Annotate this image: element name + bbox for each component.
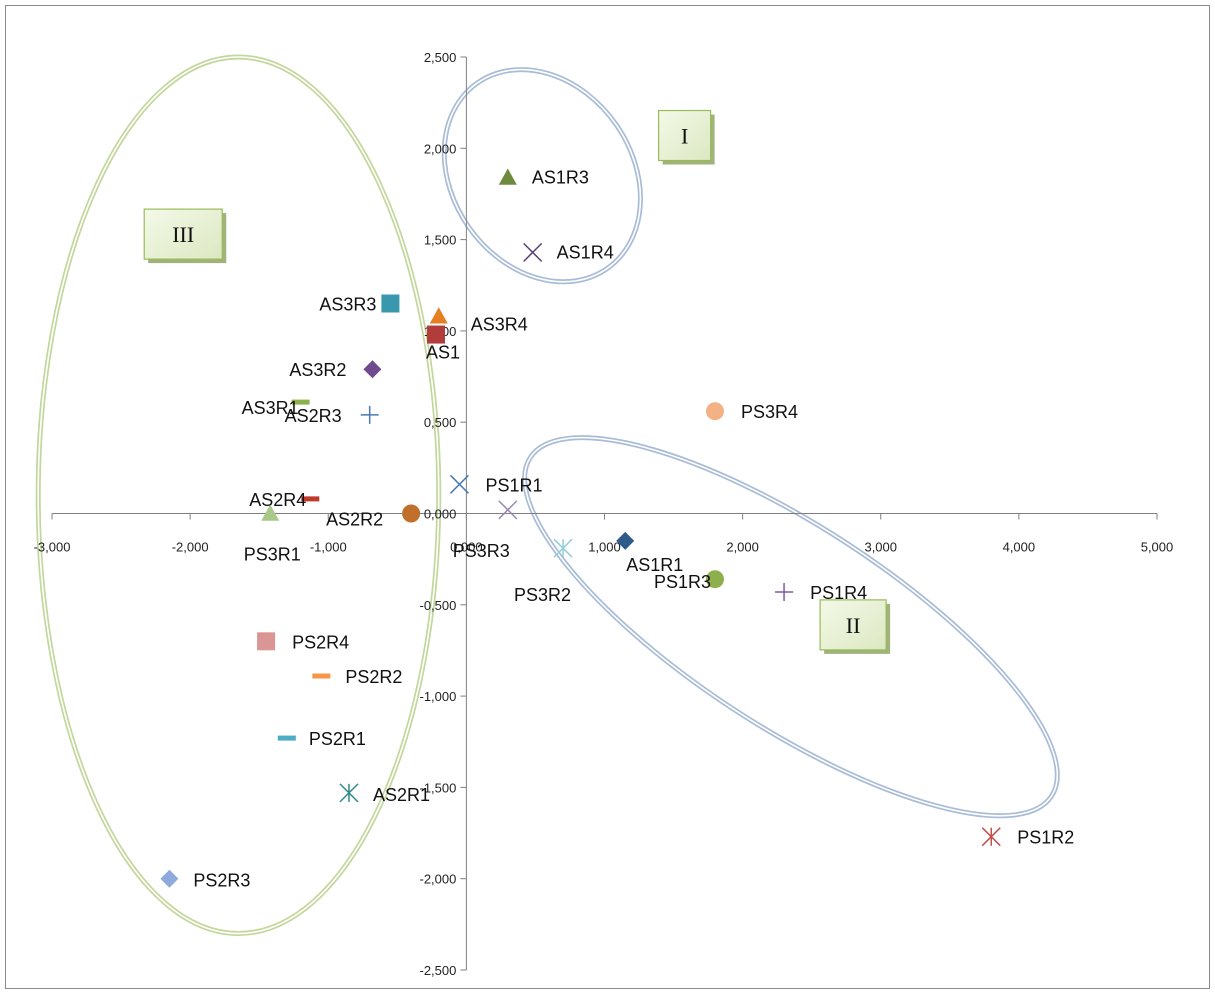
cluster-ellipse-III bbox=[35, 54, 442, 936]
x-tick-label: 4,000 bbox=[1003, 540, 1036, 555]
y-tick-label: -2,000 bbox=[420, 872, 457, 887]
x-tick-label: 5,000 bbox=[1141, 540, 1174, 555]
point-ps1r3 bbox=[706, 570, 724, 589]
point-label-as2r3: AS2R3 bbox=[285, 406, 342, 426]
point-label-as2r2: AS2R2 bbox=[326, 510, 383, 530]
point-as1r3 bbox=[498, 168, 517, 185]
point-ps3r2 bbox=[553, 538, 573, 558]
region-label-II: II bbox=[819, 599, 891, 654]
y-tick-label: 2,500 bbox=[424, 50, 457, 65]
cluster-ellipse-inner bbox=[523, 436, 1059, 817]
point-label-ps3r4: PS3R4 bbox=[741, 402, 798, 422]
point-label-ps2r2: PS2R2 bbox=[345, 667, 402, 687]
region-label-text: I bbox=[681, 124, 688, 149]
point-label-ps1r2: PS1R2 bbox=[1017, 828, 1074, 848]
point-ps2r1 bbox=[277, 735, 296, 741]
x-tick-label: -2,000 bbox=[172, 540, 209, 555]
cluster-ellipse-inner bbox=[37, 56, 440, 935]
point-ps1r2 bbox=[981, 827, 1001, 847]
point-ps2r4 bbox=[257, 632, 276, 651]
x-tick-label: -1,000 bbox=[310, 540, 347, 555]
point-ps1r1 bbox=[449, 474, 469, 494]
point-as2r4 bbox=[301, 496, 320, 502]
y-tick-label: 2,000 bbox=[424, 141, 457, 156]
x-tick-label: 0,000 bbox=[450, 540, 483, 555]
point-as3r3 bbox=[381, 294, 400, 313]
point-as1 bbox=[426, 325, 445, 344]
point-label-ps3r2: PS3R2 bbox=[514, 585, 571, 605]
x-tick-label: 2,000 bbox=[726, 540, 759, 555]
point-label-ps1r3: PS1R3 bbox=[654, 572, 711, 592]
point-label-ps2r1: PS2R1 bbox=[309, 729, 366, 749]
region-label-box bbox=[819, 599, 887, 651]
point-as2r1 bbox=[339, 783, 359, 803]
point-label-as1r1: AS1R1 bbox=[626, 555, 683, 575]
x-tick-label: -3,000 bbox=[34, 540, 71, 555]
point-label-as2r1: AS2R1 bbox=[373, 785, 430, 805]
point-as1r1 bbox=[616, 531, 635, 550]
chart-frame bbox=[5, 5, 1210, 989]
point-as2r2 bbox=[402, 504, 421, 523]
point-label-as3r2: AS3R2 bbox=[289, 360, 346, 380]
point-as1r4 bbox=[523, 242, 543, 262]
x-tick-label: 3,000 bbox=[864, 540, 897, 555]
point-as2r3 bbox=[360, 405, 379, 424]
y-tick-label: 1,500 bbox=[424, 233, 457, 248]
point-label-ps2r3: PS2R3 bbox=[193, 871, 250, 891]
y-tick-label: -1,000 bbox=[420, 689, 457, 704]
point-ps3r4 bbox=[706, 402, 724, 421]
cluster-ellipse-I bbox=[441, 67, 643, 285]
point-as3r2 bbox=[363, 360, 382, 379]
point-label-as1r4: AS1R4 bbox=[557, 242, 614, 262]
point-ps1r4 bbox=[775, 583, 794, 602]
point-ps2r3 bbox=[160, 869, 179, 888]
data-points bbox=[160, 168, 1001, 888]
region-label-III: III bbox=[143, 208, 227, 264]
point-label-as2r4: AS2R4 bbox=[249, 490, 306, 510]
y-tick-label: 0,000 bbox=[424, 507, 457, 522]
region-label-box bbox=[143, 208, 223, 260]
point-label-ps1r4: PS1R4 bbox=[810, 583, 867, 603]
x-tick-label: 1,000 bbox=[588, 540, 621, 555]
point-as3r4 bbox=[429, 307, 448, 324]
point-label-as1: AS1 bbox=[426, 343, 460, 363]
axes: -3,000 -2,000 -1,000 0,000 1,000 2,000 3,000 4,… bbox=[34, 50, 1174, 978]
point-label-as3r1: AS3R1 bbox=[242, 398, 299, 418]
point-as3r1 bbox=[291, 399, 310, 405]
cluster-regions bbox=[35, 54, 1060, 936]
point-label-as3r4: AS3R4 bbox=[471, 314, 528, 334]
region-label-box bbox=[658, 109, 712, 162]
point-label-ps2r4: PS2R4 bbox=[292, 632, 349, 652]
region-label-I: I bbox=[658, 109, 715, 165]
point-label-ps1r1: PS1R1 bbox=[485, 475, 542, 495]
y-tick-label: -1,500 bbox=[420, 780, 457, 795]
point-ps3r3 bbox=[498, 500, 518, 520]
point-label-as1r3: AS1R3 bbox=[532, 168, 589, 188]
y-tick-label: -2,500 bbox=[420, 963, 457, 978]
point-label-ps3r3: PS3R3 bbox=[453, 541, 510, 561]
cluster-ellipse-II bbox=[522, 435, 1060, 819]
region-label-text: II bbox=[846, 613, 861, 638]
y-tick-label: -0,500 bbox=[420, 598, 457, 613]
point-ps2r2 bbox=[312, 673, 331, 679]
point-ps3r1 bbox=[261, 504, 280, 521]
region-label-text: III bbox=[172, 222, 194, 247]
y-tick-label: 0,500 bbox=[424, 415, 457, 430]
cluster-ellipse-outer bbox=[522, 435, 1060, 819]
point-label-as3r3: AS3R3 bbox=[319, 295, 376, 315]
point-label-ps3r1: PS3R1 bbox=[244, 545, 301, 565]
cluster-ellipse-inner bbox=[443, 68, 642, 283]
